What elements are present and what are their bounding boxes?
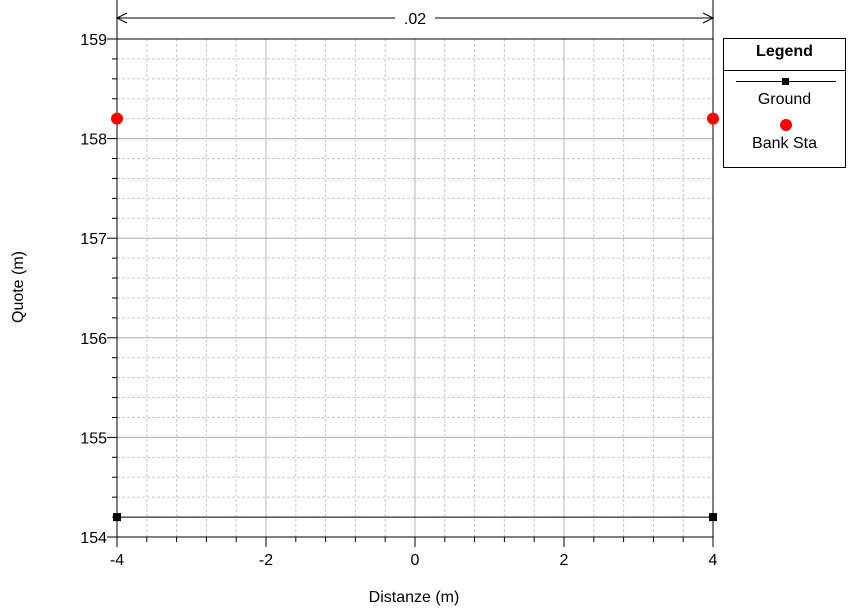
- series-bank-sta-point: [111, 112, 123, 125]
- x-tick-label: 2: [560, 552, 569, 569]
- series-bank-sta-point: [707, 112, 719, 125]
- legend-divider: [724, 70, 845, 71]
- x-axis-title: Distanze (m): [369, 589, 460, 606]
- y-tick-label: 154: [80, 530, 107, 547]
- series-ground-point: [113, 513, 121, 522]
- y-tick-label: 155: [80, 430, 107, 447]
- y-tick-label: 156: [80, 331, 107, 348]
- x-tick-label: 0: [411, 552, 420, 569]
- y-tick-label: 158: [80, 132, 107, 149]
- legend-ground-marker-icon: [782, 78, 789, 85]
- dimension-arrow-right: [702, 12, 715, 24]
- x-tick-label: -4: [110, 552, 124, 569]
- x-tick-label: 4: [709, 552, 718, 569]
- y-axis-title: Quote (m): [10, 251, 27, 323]
- series-ground-point: [709, 513, 717, 522]
- legend-bank-sta-marker-icon: [780, 119, 792, 131]
- series-layer: [111, 112, 719, 522]
- dimension-annotation: .02: [115, 0, 715, 39]
- legend: Legend Ground Bank Sta: [723, 38, 846, 168]
- axis-ticks: [107, 38, 714, 547]
- x-tick-label: -2: [259, 552, 273, 569]
- major-grid: [116, 38, 714, 538]
- y-tick-label: 159: [80, 32, 107, 49]
- legend-item-ground: Ground: [757, 91, 812, 108]
- dimension-arrow-left: [115, 12, 128, 24]
- legend-item-bank-sta: Bank Sta: [752, 135, 817, 152]
- dimension-label: .02: [404, 11, 426, 28]
- axis-tick-labels: -4 -2 0 2 4 154 155 156 157 158 159: [80, 32, 717, 569]
- legend-title: Legend: [756, 43, 813, 60]
- y-tick-label: 157: [80, 231, 107, 248]
